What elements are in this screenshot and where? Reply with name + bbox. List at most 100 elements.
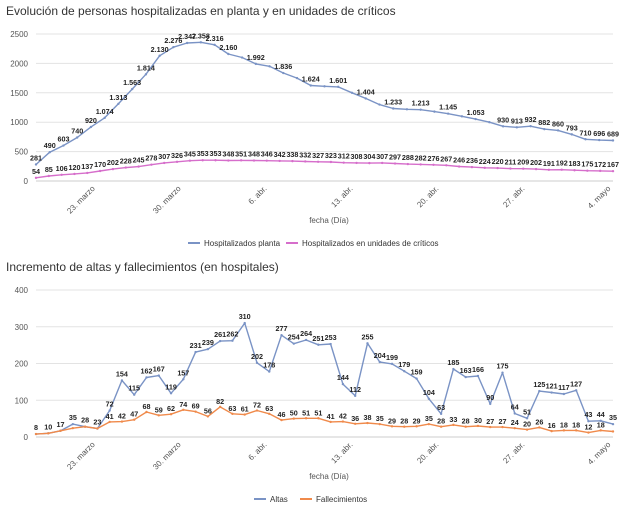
data-point[interactable] [83, 425, 87, 428]
data-point[interactable] [342, 161, 345, 164]
data-point[interactable] [599, 429, 602, 432]
data-point[interactable] [538, 426, 541, 429]
data-point[interactable] [169, 392, 173, 395]
data-point[interactable] [573, 169, 576, 172]
data-point[interactable] [86, 171, 89, 175]
data-point[interactable] [47, 432, 50, 435]
data-point[interactable] [124, 166, 127, 169]
data-point[interactable] [489, 425, 492, 429]
data-point[interactable] [218, 405, 222, 409]
data-point[interactable] [117, 102, 120, 105]
data-point[interactable] [62, 144, 65, 147]
data-point[interactable] [252, 159, 256, 162]
data-point[interactable] [501, 371, 504, 374]
data-point[interactable] [460, 115, 464, 118]
data-point[interactable] [419, 163, 422, 166]
chart-legend[interactable]: Hospitalizados planta Hospitalizados en … [188, 239, 439, 248]
data-point[interactable] [98, 169, 102, 173]
data-point[interactable] [144, 73, 148, 76]
data-point[interactable] [206, 415, 210, 418]
data-point[interactable] [137, 165, 140, 168]
data-point[interactable] [130, 87, 134, 91]
data-point[interactable] [291, 159, 294, 163]
data-point[interactable] [194, 410, 197, 413]
data-point[interactable] [243, 413, 246, 416]
legend-label-fallecimientos[interactable]: Fallecimientos [316, 495, 367, 504]
data-point[interactable] [71, 422, 75, 426]
data-point[interactable] [120, 420, 124, 423]
data-point[interactable] [316, 160, 320, 163]
data-point[interactable] [199, 41, 203, 44]
data-point[interactable] [182, 408, 185, 412]
data-point[interactable] [341, 420, 345, 423]
data-point[interactable] [59, 429, 62, 432]
data-point[interactable] [292, 417, 296, 420]
data-point[interactable] [538, 389, 541, 393]
data-point[interactable] [73, 172, 76, 176]
data-point[interactable] [515, 126, 519, 129]
data-point[interactable] [415, 377, 418, 380]
data-point[interactable] [145, 410, 148, 414]
data-point[interactable] [341, 382, 345, 386]
data-point[interactable] [268, 65, 271, 68]
data-point[interactable] [254, 62, 258, 66]
data-point[interactable] [378, 422, 381, 426]
data-point[interactable] [419, 108, 422, 111]
data-point[interactable] [48, 150, 51, 154]
data-point[interactable] [433, 110, 436, 113]
data-point[interactable] [513, 426, 516, 430]
data-point[interactable] [550, 429, 553, 433]
data-point[interactable] [587, 419, 590, 423]
data-point[interactable] [496, 166, 499, 170]
data-point[interactable] [452, 367, 455, 371]
data-point[interactable] [586, 169, 589, 172]
data-point[interactable] [243, 321, 246, 325]
data-point[interactable] [501, 125, 505, 128]
data-point[interactable] [194, 350, 197, 354]
data-point[interactable] [403, 425, 406, 428]
data-point[interactable] [464, 425, 467, 428]
data-point[interactable] [509, 167, 512, 170]
data-point[interactable] [60, 173, 63, 176]
data-point[interactable] [547, 168, 551, 171]
data-point[interactable] [133, 418, 136, 421]
data-point[interactable] [317, 343, 320, 346]
data-point[interactable] [390, 425, 394, 428]
data-point[interactable] [393, 162, 397, 165]
data-point[interactable] [366, 421, 369, 425]
data-point[interactable] [522, 167, 525, 170]
data-point[interactable] [378, 360, 381, 364]
data-point[interactable] [323, 85, 326, 88]
data-point[interactable] [488, 121, 491, 124]
data-point[interactable] [476, 374, 480, 378]
data-point[interactable] [529, 124, 532, 128]
data-point[interactable] [145, 376, 148, 379]
data-point[interactable] [227, 159, 230, 162]
data-point[interactable] [329, 160, 333, 164]
data-point[interactable] [489, 402, 492, 406]
data-point[interactable] [71, 426, 75, 430]
data-point[interactable] [309, 84, 312, 87]
data-point[interactable] [280, 418, 283, 422]
data-point[interactable] [89, 125, 93, 129]
data-point[interactable] [304, 160, 307, 163]
data-point[interactable] [304, 338, 308, 342]
data-point[interactable] [427, 397, 431, 400]
data-point[interactable] [182, 378, 185, 381]
legend-label-criticos[interactable]: Hospitalizados en unidades de críticos [302, 239, 439, 248]
data-point[interactable] [406, 162, 410, 166]
series-line-0[interactable] [35, 41, 614, 166]
data-point[interactable] [280, 334, 283, 337]
data-point[interactable] [501, 425, 504, 429]
data-point[interactable] [587, 431, 590, 434]
data-point[interactable] [364, 97, 367, 100]
data-point[interactable] [231, 339, 234, 342]
data-point[interactable] [214, 159, 217, 162]
data-point[interactable] [439, 412, 443, 416]
data-point[interactable] [457, 165, 461, 168]
legend-label-altas[interactable]: Altas [270, 495, 288, 504]
series-line-0[interactable] [35, 322, 614, 435]
data-point[interactable] [157, 374, 160, 377]
data-point[interactable] [611, 430, 615, 433]
data-point[interactable] [292, 342, 296, 345]
